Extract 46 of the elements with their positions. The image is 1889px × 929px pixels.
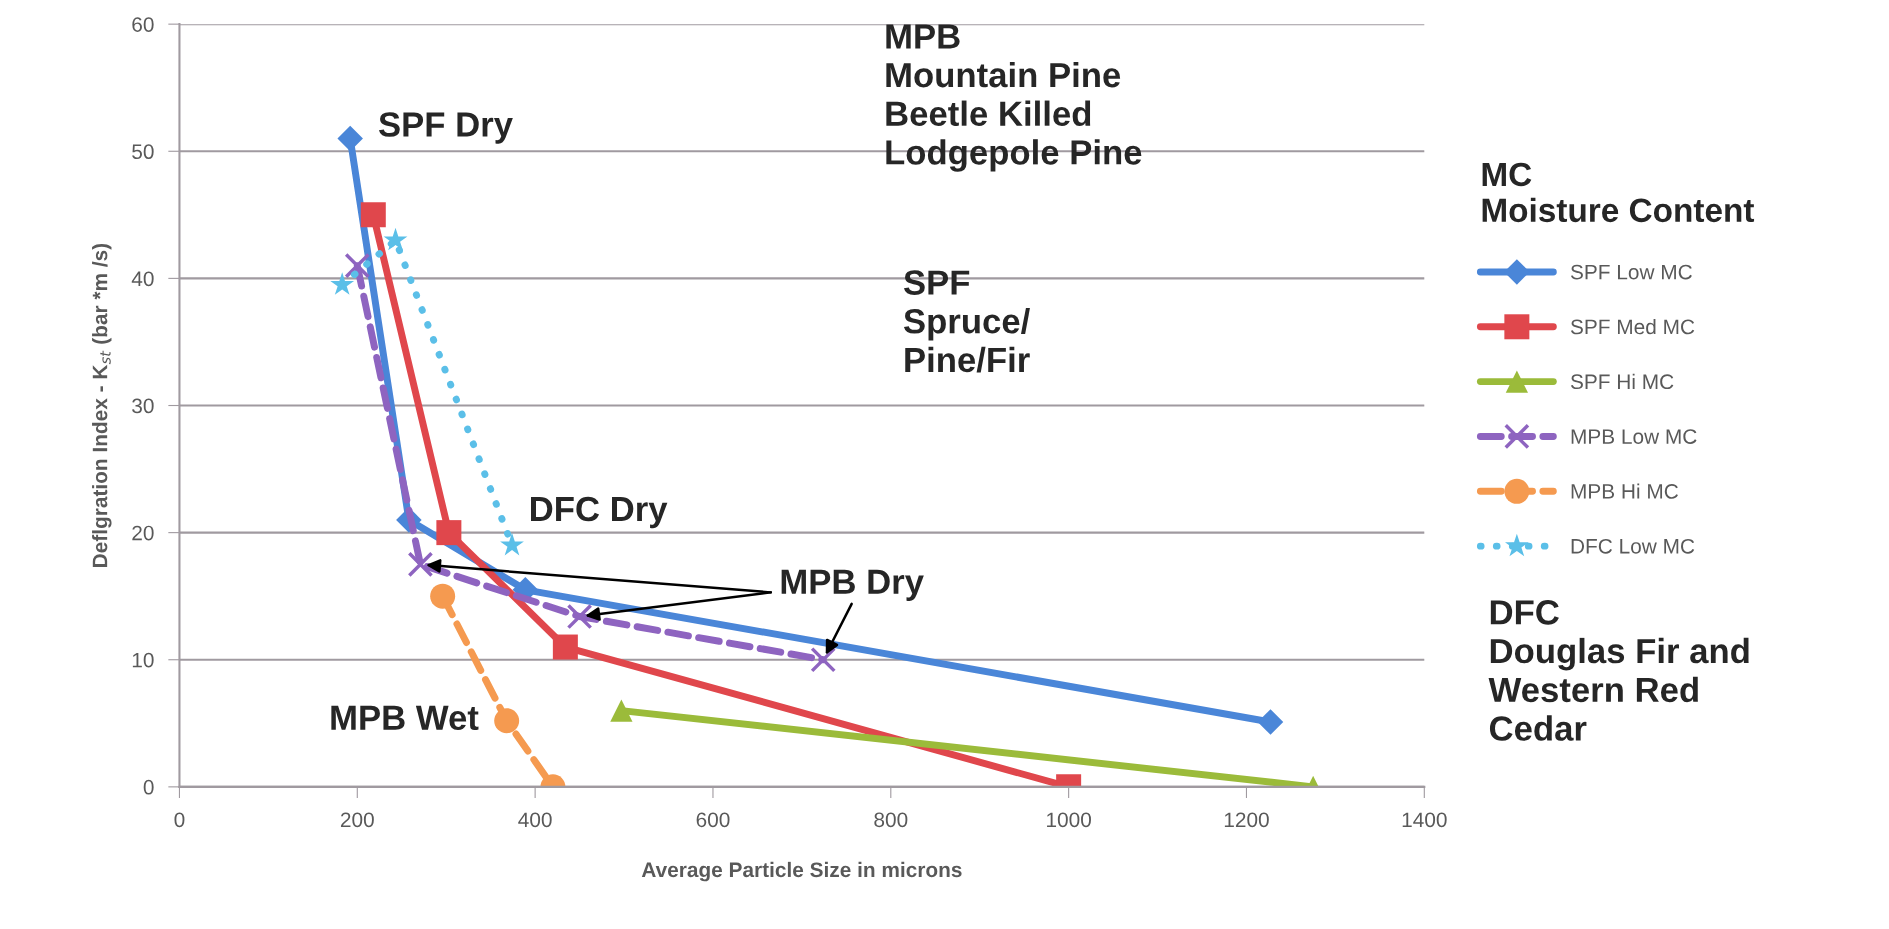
annotation: SPF Spruce/ Pine/Fir xyxy=(903,270,1030,373)
point xyxy=(566,603,593,630)
point xyxy=(383,227,408,251)
point xyxy=(552,634,578,660)
point xyxy=(1257,709,1284,735)
x-tick-label: 800 xyxy=(874,812,908,828)
y-axis-title: Deflgration Index - K$_{st}$ (bar *m /s) xyxy=(92,243,112,567)
point xyxy=(436,520,462,546)
point xyxy=(610,699,633,722)
y-tick-label: 60 xyxy=(132,17,154,32)
legend-label: DFC Low MC xyxy=(1571,538,1695,554)
legend-label: SPF Low MC xyxy=(1570,264,1692,280)
legend-label: MPB Low MC xyxy=(1571,429,1697,444)
annotation: MPB Mountain Pine Beetle Killed Lodgepole Pine xyxy=(886,24,1142,172)
annotation: DFC Dry xyxy=(531,496,668,529)
annotation: MPB Dry xyxy=(781,569,924,601)
text: DFC Douglas Fir and Western Red Cedar xyxy=(1488,600,1749,741)
annotation: MPB Wet xyxy=(331,705,479,731)
x-tick-label: 0 xyxy=(174,812,185,828)
y-tick-label: 20 xyxy=(132,525,154,541)
y-tick-label: 50 xyxy=(132,144,154,160)
point xyxy=(360,202,386,228)
point xyxy=(430,583,456,609)
y-tick-label: 40 xyxy=(131,271,154,287)
x-tick-label: 200 xyxy=(340,812,374,828)
y-tick-label: 10 xyxy=(132,652,154,668)
point xyxy=(810,646,837,673)
x-tick-label: 1000 xyxy=(1047,812,1091,828)
point xyxy=(337,125,363,152)
point xyxy=(500,532,524,556)
x-tick-label: 600 xyxy=(696,812,730,828)
x-tick-label: 1400 xyxy=(1402,812,1447,828)
point xyxy=(344,252,371,279)
point xyxy=(407,551,434,578)
y-tick-label: 0 xyxy=(143,779,154,795)
legend-label: SPF Hi MC xyxy=(1570,373,1674,390)
point xyxy=(494,708,520,734)
x-tick-label: 1200 xyxy=(1224,812,1269,828)
y-tick-label: 30 xyxy=(132,398,154,414)
legend-label: SPF Med MC xyxy=(1570,318,1695,335)
x-tick-label: 400 xyxy=(518,812,552,828)
legend-label: MPB Hi MC xyxy=(1571,483,1678,499)
legend-title: MC Moisture Content xyxy=(1482,162,1755,223)
point xyxy=(330,272,355,295)
annotation: SPF Dry xyxy=(378,112,513,144)
x-axis-title: Average Particle Size in microns xyxy=(641,861,962,882)
